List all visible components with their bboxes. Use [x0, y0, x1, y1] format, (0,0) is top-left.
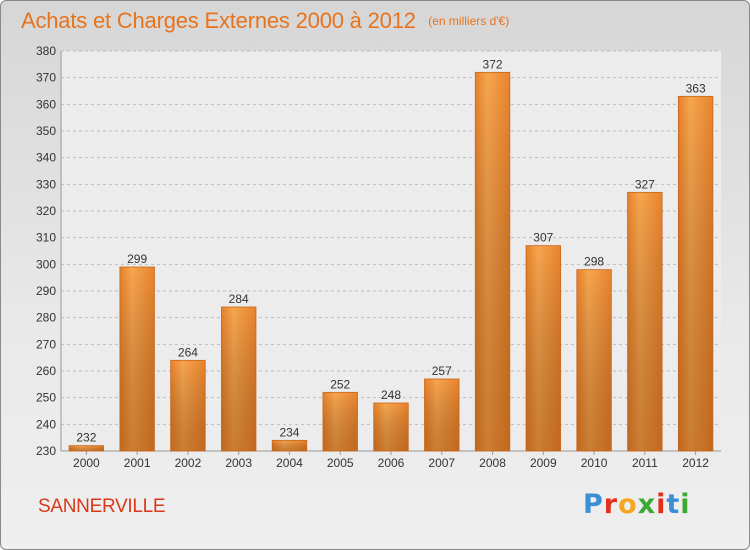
x-tick-label: 2008	[479, 456, 506, 470]
y-tick-label: 270	[36, 337, 56, 351]
logo-letter: i	[680, 489, 691, 520]
x-tick-label: 2000	[73, 456, 100, 470]
bar	[322, 391, 358, 452]
bar-shade	[627, 192, 663, 452]
bar-value-label: 299	[127, 252, 147, 266]
bar	[424, 378, 460, 452]
bar-value-label: 257	[432, 364, 452, 378]
y-tick-label: 290	[36, 284, 56, 298]
logo-letter: t	[666, 489, 681, 520]
y-tick-label: 280	[36, 311, 56, 325]
x-tick-label: 2012	[682, 456, 709, 470]
bar	[576, 269, 612, 452]
bar	[373, 402, 409, 452]
bar-shade	[170, 360, 206, 451]
bar-shade	[119, 267, 155, 451]
x-tick-label: 2006	[378, 456, 405, 470]
x-tick-label: 2007	[428, 456, 455, 470]
bar	[119, 266, 155, 452]
y-tick-label: 240	[36, 417, 56, 431]
bar-shade	[576, 269, 612, 451]
y-tick-label: 310	[36, 231, 56, 245]
chart-title: Achats et Charges Externes 2000 à 2012	[21, 8, 416, 33]
x-tick-label: 2003	[225, 456, 252, 470]
logo-letter: i	[656, 489, 667, 520]
y-tick-label: 380	[36, 44, 56, 58]
bar-shade	[424, 379, 460, 451]
bar-value-label: 232	[76, 431, 96, 445]
y-tick-label: 340	[36, 151, 56, 165]
x-tick-label: 2010	[581, 456, 608, 470]
bar-value-label: 234	[279, 425, 299, 439]
bar-shade	[69, 445, 104, 451]
bar-value-label: 298	[584, 255, 604, 269]
bar-shade	[221, 307, 256, 451]
bar-shade	[322, 392, 358, 451]
bar-value-label: 248	[381, 388, 401, 402]
y-tick-label: 250	[36, 391, 56, 405]
bar-shade	[678, 96, 713, 451]
bar-shade	[475, 72, 510, 451]
bar-value-label: 252	[330, 377, 350, 391]
logo-letter: r	[603, 489, 619, 520]
bar	[677, 95, 714, 452]
bar-shade	[272, 440, 307, 451]
y-tick-label: 320	[36, 204, 56, 218]
bar	[221, 306, 257, 452]
bar-value-label: 327	[635, 177, 655, 191]
logo-letter: o	[618, 489, 638, 520]
bar-shade	[373, 403, 409, 451]
y-tick-label: 260	[36, 364, 56, 378]
proxiti-logo[interactable]: Proxiti	[583, 489, 691, 520]
bar	[627, 191, 663, 452]
logo-letter: x	[637, 489, 657, 520]
chart-unit: (en milliers d'€)	[428, 14, 510, 28]
bar-shade	[526, 245, 561, 451]
commune-name: SANNERVILLE	[38, 496, 166, 517]
x-tick-label: 2004	[276, 456, 303, 470]
bar-value-label: 372	[483, 57, 503, 71]
y-tick-label: 350	[36, 124, 56, 138]
y-tick-label: 370	[36, 71, 56, 85]
bar-value-label: 307	[533, 231, 553, 245]
title-row: Achats et Charges Externes 2000 à 2012 (…	[21, 8, 509, 34]
y-tick-label: 300	[36, 257, 56, 271]
y-tick-label: 360	[36, 97, 56, 111]
x-tick-label: 2009	[530, 456, 557, 470]
bar	[271, 439, 308, 452]
bar	[525, 245, 561, 452]
x-tick-label: 2002	[175, 456, 202, 470]
bar	[68, 445, 105, 452]
bar	[170, 359, 206, 452]
y-tick-label: 230	[36, 444, 56, 458]
x-tick-label: 2001	[124, 456, 151, 470]
bar-value-label: 264	[178, 345, 198, 359]
logo-letter: P	[583, 489, 604, 520]
bar-value-label: 363	[686, 81, 706, 95]
bar	[474, 71, 511, 452]
x-tick-label: 2011	[632, 456, 658, 470]
bar-value-label: 284	[229, 292, 249, 306]
x-tick-label: 2005	[327, 456, 354, 470]
y-tick-label: 330	[36, 177, 56, 191]
